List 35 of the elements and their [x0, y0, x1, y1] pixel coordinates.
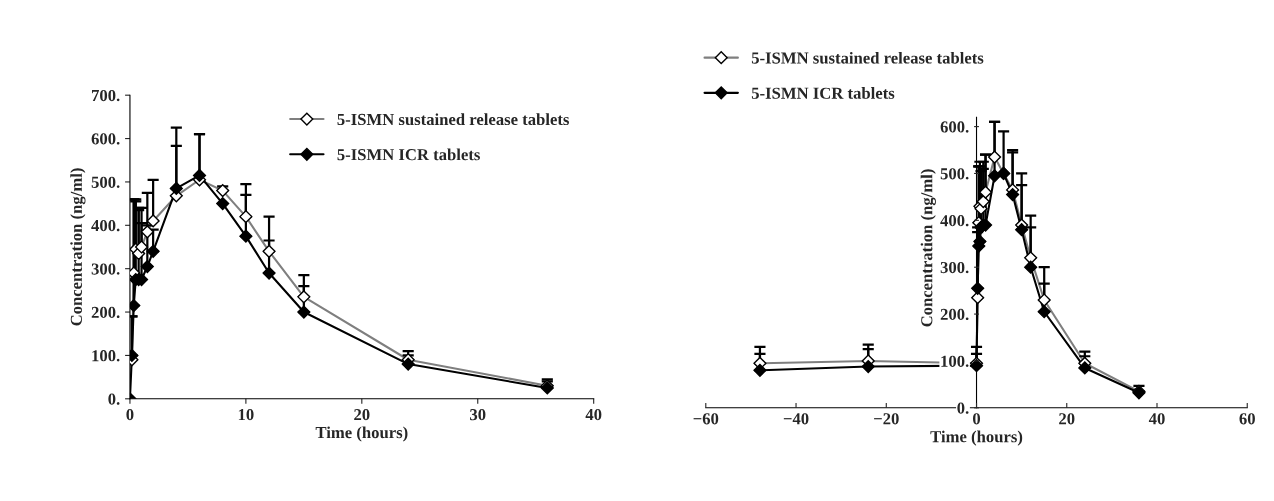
x-tick-label: 40	[1148, 413, 1165, 425]
y-tick-label: 0.	[108, 393, 120, 405]
y-tick-label: 500.	[91, 176, 120, 188]
y-tick-label: 200.	[940, 308, 969, 321]
y-tick-label: 100.	[92, 350, 120, 362]
y-tick-label: 700.	[92, 89, 120, 102]
y-tick-label: 300.	[91, 263, 120, 275]
legend-label: 5-ISMN sustained release tablets	[337, 113, 569, 126]
x-tick-label: 40	[585, 409, 602, 421]
legend-label: 5-ISMN sustained release tablets	[751, 51, 984, 64]
x-tick-label: −60	[693, 413, 719, 425]
y-axis-title: Concentration (ng/ml)	[70, 168, 86, 326]
y-axis-title: Concentration (ng/ml)	[920, 169, 936, 327]
y-tick-label: 400.	[940, 215, 969, 227]
legend-label: 5-ISMN ICR tablets	[337, 148, 480, 161]
y-tick-label: 200.	[91, 306, 120, 319]
y-tick-label: 0.	[957, 402, 969, 414]
x-tick-label: −40	[783, 413, 809, 425]
y-tick-label: 600.	[91, 133, 120, 145]
x-tick-label: 0	[972, 413, 981, 425]
x-tick-label: 20	[1059, 413, 1075, 425]
x-tick-label: 20	[354, 409, 370, 421]
x-tick-label: 30	[470, 409, 486, 421]
y-tick-label: 400.	[91, 220, 120, 232]
x-axis-title: Time (hours)	[315, 426, 408, 442]
y-tick-label: 300.	[940, 261, 969, 274]
y-tick-label: 600.	[940, 121, 969, 133]
legend-label: 5-ISMN ICR tablets	[751, 87, 895, 99]
x-tick-label: 60	[1239, 413, 1255, 425]
x-tick-label: 10	[238, 409, 254, 421]
x-axis-title: Time (hours)	[930, 430, 1023, 446]
x-tick-label: −20	[874, 413, 899, 425]
x-tick-label: 0	[126, 409, 134, 421]
y-tick-label: 500.	[940, 168, 969, 180]
y-tick-label: 100.	[941, 355, 969, 367]
